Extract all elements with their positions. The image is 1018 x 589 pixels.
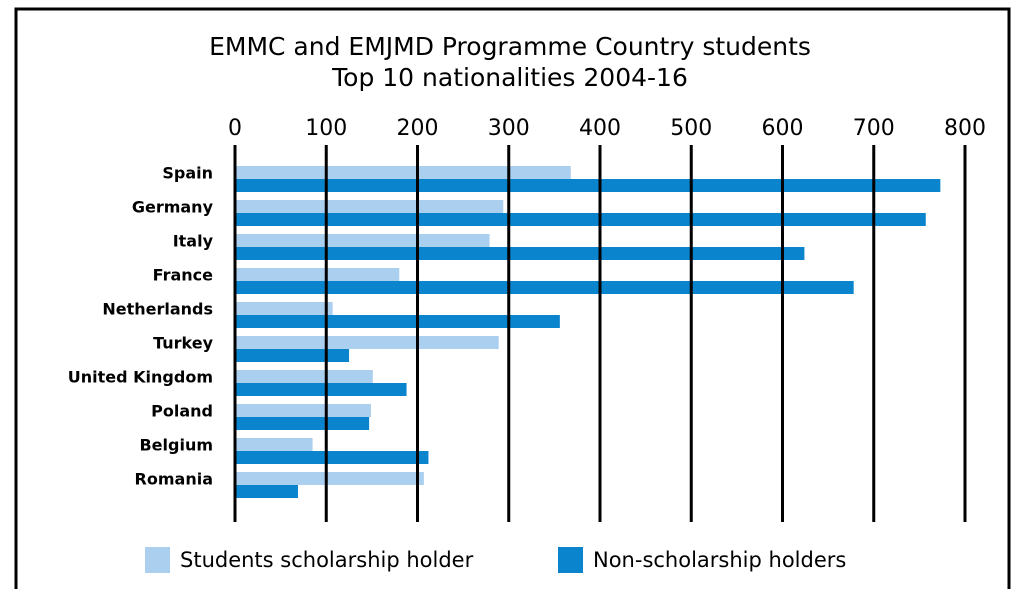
y-tick-label: Spain: [162, 164, 213, 183]
bar: [235, 281, 854, 294]
bar: [235, 234, 490, 247]
bar: [235, 404, 371, 417]
y-tick-label: Netherlands: [102, 300, 213, 319]
bar: [235, 179, 941, 192]
bar: [235, 472, 424, 485]
chart-subtitle: Top 10 nationalities 2004-16: [331, 63, 688, 92]
x-tick-label: 700: [853, 116, 895, 141]
legend-swatch: [145, 547, 170, 573]
y-tick-label: Poland: [151, 402, 213, 421]
x-tick-label: 300: [488, 116, 530, 141]
legend-swatch: [558, 547, 583, 573]
x-tick-label: 800: [944, 116, 986, 141]
y-tick-label: Romania: [135, 470, 213, 489]
bar: [235, 302, 333, 315]
bar: [235, 213, 926, 226]
legend-label: Non-scholarship holders: [593, 548, 846, 572]
x-tick-label: 100: [305, 116, 347, 141]
bar: [235, 383, 407, 396]
y-tick-label: France: [153, 266, 213, 285]
bar: [235, 166, 571, 179]
bar: [235, 268, 400, 281]
frame: [14, 7, 1011, 589]
bar: [235, 349, 350, 362]
bar: [235, 485, 298, 498]
x-tick-label: 0: [228, 116, 242, 141]
y-tick-label: United Kingdom: [68, 368, 213, 387]
y-tick-label: Italy: [173, 232, 214, 251]
bar: [235, 451, 429, 464]
chart-title: EMMC and EMJMD Programme Country student…: [209, 32, 811, 61]
x-tick-label: 200: [397, 116, 439, 141]
legend-label: Students scholarship holder: [180, 548, 474, 572]
bar: [235, 438, 313, 451]
bar: [235, 370, 373, 383]
y-tick-label: Belgium: [139, 436, 213, 455]
bar: [235, 336, 499, 349]
bar: [235, 315, 560, 328]
bar: [235, 247, 805, 260]
x-tick-label: 400: [579, 116, 621, 141]
bar: [235, 200, 504, 213]
y-tick-label: Germany: [132, 198, 214, 217]
bar: [235, 417, 370, 430]
x-tick-label: 600: [762, 116, 804, 141]
x-tick-label: 500: [670, 116, 712, 141]
y-tick-label: Turkey: [153, 334, 214, 353]
